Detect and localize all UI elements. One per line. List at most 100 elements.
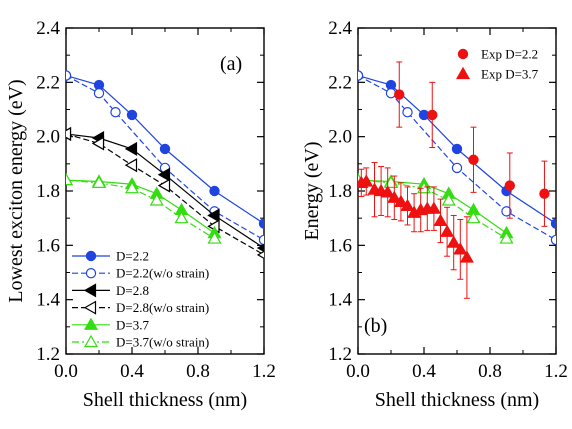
- y-tick-label: 1.4: [36, 290, 60, 311]
- y-tick-label: 2.4: [328, 18, 352, 39]
- series-line: [66, 75, 264, 241]
- panel-label: (a): [220, 53, 242, 75]
- panel-a: 0.0 0.4 0.8 1.2 1.2 1.4 1.6 1.8 2.0 2.2 2.4 Shell t…: [5, 18, 276, 411]
- data-point: [159, 143, 171, 155]
- series-line: [66, 179, 215, 240]
- data-point: [499, 231, 514, 244]
- x-tick-label: 0.4: [120, 361, 144, 382]
- data-point: [124, 181, 140, 194]
- data-point: [174, 210, 189, 224]
- series-a-4: [66, 172, 222, 239]
- y-tick-label: 1.8: [328, 181, 352, 202]
- data-point: [504, 180, 515, 191]
- data-point: [446, 235, 461, 248]
- data-point: [539, 188, 550, 199]
- legend-label: D=2.2(w/o strain): [116, 266, 209, 281]
- data-point: [451, 162, 463, 174]
- legend-label: D=3.7: [116, 317, 149, 332]
- data-point: [459, 250, 474, 263]
- data-point: [466, 210, 481, 224]
- data-point: [91, 136, 105, 151]
- data-point: [110, 107, 121, 118]
- y-tick-label: 2.0: [328, 127, 352, 148]
- legend-label: Exp D=3.7: [481, 67, 539, 82]
- y-tick-label: 1.4: [328, 290, 352, 311]
- x-tick-label: 1.2: [252, 361, 276, 382]
- data-point: [66, 172, 74, 186]
- legend-marker: [83, 317, 99, 330]
- legend-marker: [457, 48, 469, 60]
- data-point: [66, 70, 72, 81]
- y-tick-label: 1.2: [328, 344, 352, 365]
- data-point: [256, 243, 264, 253]
- legend-label: D=2.2: [116, 249, 149, 264]
- data-point: [358, 70, 364, 81]
- data-point: [440, 224, 455, 237]
- data-point: [451, 143, 463, 155]
- data-point: [550, 234, 556, 246]
- series-a-5: [66, 172, 222, 244]
- y-axis-label: Energy (eV): [301, 141, 323, 240]
- data-point: [149, 193, 164, 206]
- series-b-0: [358, 70, 556, 229]
- y-tick-label: 1.6: [328, 235, 352, 256]
- y-tick-label: 2.4: [36, 18, 60, 39]
- x-axis-label: Shell thickness (nm): [83, 389, 247, 411]
- y-tick-label: 2.2: [36, 72, 60, 93]
- data-point: [385, 87, 397, 99]
- data-point: [359, 174, 374, 187]
- data-point: [402, 107, 413, 118]
- legend-b: Exp D=2.2 Exp D=3.7: [455, 47, 539, 82]
- data-point: [453, 242, 468, 255]
- panel-label: (b): [364, 315, 387, 337]
- data-point: [441, 193, 456, 206]
- plot-area: [358, 61, 556, 299]
- x-tick-label: 0.8: [478, 361, 502, 382]
- series-b-1: [358, 70, 556, 246]
- legend-marker: [85, 250, 97, 262]
- data-point: [157, 167, 171, 182]
- data-point: [550, 218, 556, 229]
- y-tick-label: 1.6: [36, 235, 60, 256]
- legend-label: Exp D=2.2: [481, 47, 538, 62]
- legend-a: D=2.2 D=2.2(w/o strain) D=2.8 D=2.8(w/o str…: [72, 249, 209, 350]
- data-point: [157, 178, 171, 193]
- y-tick-label: 2.2: [328, 72, 352, 93]
- series-b-4: [394, 61, 550, 227]
- data-point: [394, 89, 405, 100]
- legend-marker: [83, 334, 99, 348]
- data-point: [209, 185, 220, 197]
- data-point: [207, 231, 222, 244]
- plot-area: [66, 70, 264, 259]
- y-tick-label: 2.0: [36, 127, 60, 148]
- legend-label: D=2.8: [116, 283, 149, 298]
- data-point: [124, 158, 138, 173]
- data-point: [393, 194, 408, 207]
- y-tick-label: 1.8: [36, 181, 60, 202]
- panel-b: 0.0 0.4 0.8 1.2 1.2 1.4 1.6 1.8 2.0 2.2 2.4 Shell t…: [301, 18, 568, 411]
- data-point: [93, 87, 105, 99]
- x-tick-label: 0.0: [346, 361, 370, 382]
- data-point: [501, 206, 512, 217]
- series-a-1: [66, 70, 264, 246]
- data-point: [207, 208, 220, 223]
- x-axis-label: Shell thickness (nm): [375, 389, 539, 411]
- x-tick-label: 0.0: [54, 361, 78, 382]
- legend-marker: [85, 268, 97, 279]
- data-point: [426, 201, 441, 214]
- data-point: [433, 213, 448, 226]
- legend-label: D=2.8(w/o strain): [116, 300, 209, 315]
- series-b-5: [358, 161, 474, 299]
- series-a-0: [66, 70, 264, 229]
- x-tick-label: 1.2: [544, 361, 568, 382]
- data-point: [468, 154, 479, 165]
- legend-label: D=3.7(w/o strain): [116, 335, 209, 350]
- data-point: [387, 190, 402, 203]
- data-point: [66, 126, 72, 141]
- data-point: [400, 198, 415, 212]
- legend-marker: [455, 66, 471, 80]
- data-point: [380, 185, 395, 198]
- data-point: [91, 175, 107, 188]
- legend-marker: [83, 283, 97, 298]
